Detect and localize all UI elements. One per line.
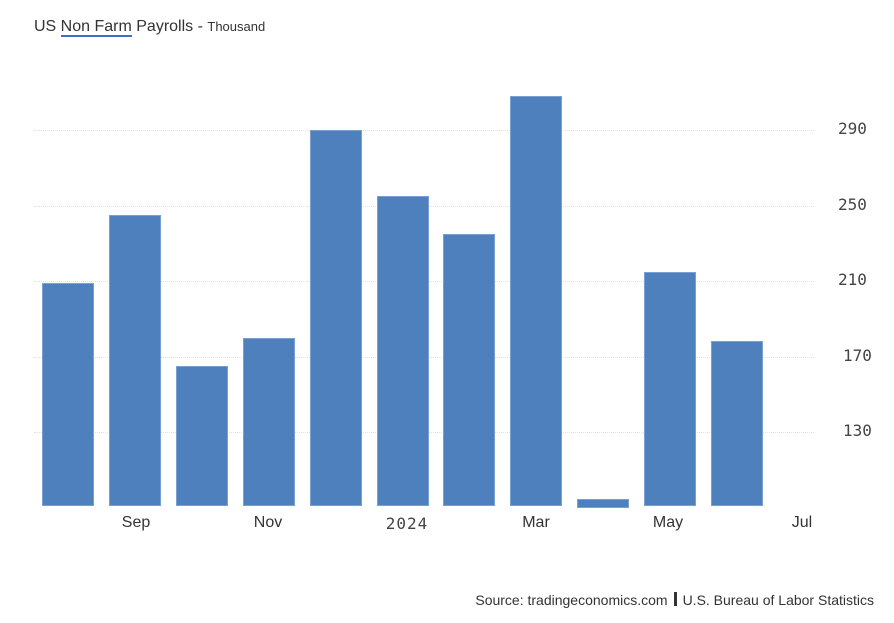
x-tick-label: Sep — [121, 514, 151, 531]
chart-title: US Non Farm Payrolls - Thousand — [34, 18, 266, 37]
bar-apr-2024[interactable] — [577, 499, 629, 508]
bar-aug-2023[interactable] — [42, 283, 94, 506]
source-provider: U.S. Bureau of Labor Statistics — [682, 592, 874, 608]
bar-jan-2024[interactable] — [377, 196, 429, 506]
x-tick-label: Jul — [791, 514, 813, 531]
bar-jun-2024[interactable] — [711, 341, 763, 506]
source-label: Source: — [475, 592, 524, 608]
title-unit: Thousand — [207, 19, 266, 34]
bar-oct-2023[interactable] — [176, 366, 228, 506]
bar-nov-2023[interactable] — [243, 338, 295, 506]
x-tick-label: May — [652, 514, 684, 531]
y-tick-label: 290 — [838, 119, 867, 138]
x-tick-label: Nov — [253, 514, 283, 531]
gridline — [34, 130, 814, 131]
bar-may-2024[interactable] — [644, 272, 696, 506]
title-link-non-farm[interactable]: Non Farm — [60, 18, 132, 37]
bar-sep-2023[interactable] — [109, 215, 161, 506]
source-site[interactable]: tradingeconomics.com — [527, 592, 668, 608]
title-separator: - — [193, 18, 208, 35]
source-attribution: Source: tradingeconomics.com U.S. Bureau … — [475, 592, 874, 608]
y-tick-label: 250 — [838, 195, 867, 214]
bar-feb-2024[interactable] — [443, 234, 495, 506]
x-tick-label: Mar — [522, 514, 550, 531]
title-suffix: Payrolls — [131, 18, 194, 35]
bar-dec-2023[interactable] — [310, 130, 362, 506]
y-tick-label: 170 — [843, 346, 872, 365]
bar-mar-2024[interactable] — [510, 96, 562, 506]
y-tick-label: 130 — [843, 421, 872, 440]
y-tick-label: 210 — [838, 270, 867, 289]
title-prefix: US — [34, 18, 61, 35]
x-tick-label: 2024 — [385, 514, 429, 533]
source-divider — [673, 592, 677, 606]
